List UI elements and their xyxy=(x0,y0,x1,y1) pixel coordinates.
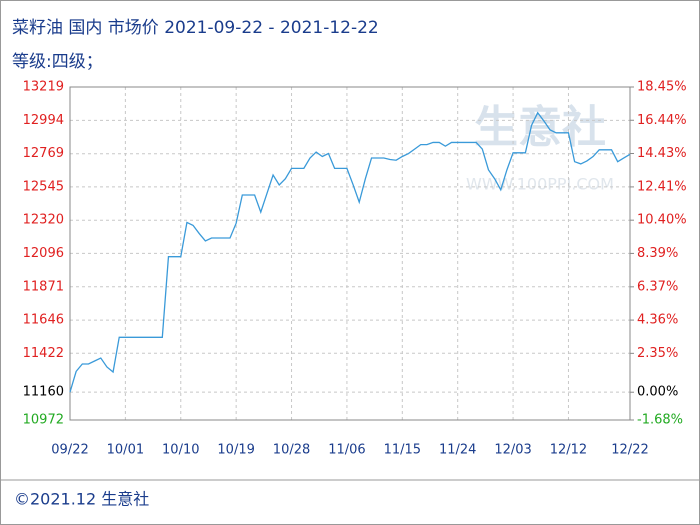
x-tick-label: 10/19 xyxy=(217,443,254,458)
y-tick-label: 11871 xyxy=(23,279,64,294)
x-tick-label: 10/28 xyxy=(273,443,310,458)
chart-title: 菜籽油 国内 市场价 2021-09-22 - 2021-12-22 xyxy=(12,18,379,38)
x-tick-label: 10/10 xyxy=(162,443,199,458)
y-tick-label: 11160 xyxy=(23,385,64,400)
x-tick-label: 12/03 xyxy=(494,443,531,458)
chart-subtitle: 等级:四级； xyxy=(12,52,103,72)
y-tick-label: 12769 xyxy=(23,146,64,161)
y2-tick-label: 16.44% xyxy=(637,113,687,128)
y-tick-label: 11646 xyxy=(23,313,64,328)
y-tick-label: 10972 xyxy=(23,413,64,428)
y2-tick-label: 4.36% xyxy=(637,313,678,328)
y2-tick-label: 0.00% xyxy=(637,385,678,400)
watermark-url: WWW.100PPI.COM xyxy=(466,175,614,194)
x-tick-label: 11/15 xyxy=(384,443,421,458)
y2-tick-label: -1.68% xyxy=(637,413,683,428)
y2-tick-label: 6.37% xyxy=(637,279,678,294)
x-tick-label: 12/22 xyxy=(611,443,648,458)
y-tick-label: 11422 xyxy=(23,346,64,361)
y2-tick-label: 12.41% xyxy=(637,179,687,194)
y-tick-label: 12994 xyxy=(23,113,64,128)
plot-border xyxy=(69,86,631,421)
x-tick-label: 10/01 xyxy=(107,443,144,458)
footer: ©2021.12 生意社 xyxy=(14,490,149,509)
x-tick-label: 09/22 xyxy=(51,443,88,458)
y-tick-label: 13219 xyxy=(23,80,64,95)
y-tick-label: 12320 xyxy=(23,213,64,228)
watermark: 生意社 xyxy=(474,102,606,153)
y-tick-label: 12096 xyxy=(23,246,64,261)
y2-tick-label: 8.39% xyxy=(637,246,678,261)
x-tick-label: 11/24 xyxy=(439,443,476,458)
y2-tick-label: 14.43% xyxy=(637,146,687,161)
x-tick-label: 12/12 xyxy=(550,443,587,458)
y2-tick-label: 18.45% xyxy=(637,80,687,95)
y2-tick-label: 2.35% xyxy=(637,346,678,361)
y2-tick-label: 10.40% xyxy=(637,213,687,228)
y-tick-label: 12545 xyxy=(23,179,64,194)
x-tick-label: 11/06 xyxy=(328,443,365,458)
price-line xyxy=(69,111,631,393)
